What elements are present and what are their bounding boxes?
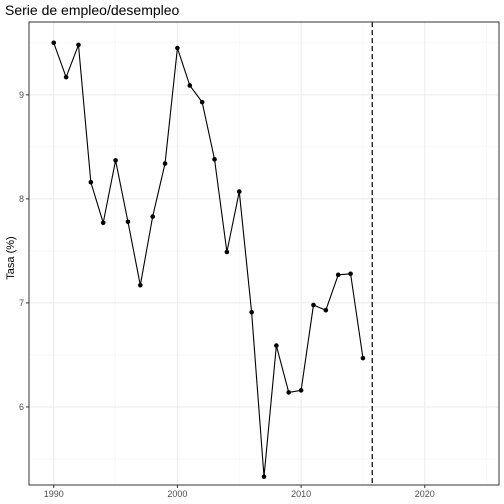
data-point bbox=[274, 343, 279, 348]
data-point bbox=[63, 74, 69, 80]
data-point bbox=[261, 474, 267, 479]
data-point bbox=[187, 83, 193, 88]
data-point bbox=[323, 307, 329, 313]
data-point bbox=[199, 99, 205, 105]
x-tick-label: 2000 bbox=[167, 489, 187, 499]
plot-panel bbox=[28, 21, 500, 486]
data-point bbox=[224, 249, 230, 255]
data-point bbox=[249, 309, 254, 315]
data-point bbox=[51, 40, 57, 46]
panel-border bbox=[28, 21, 500, 486]
data-point bbox=[175, 45, 180, 51]
x-tick-label: 2020 bbox=[415, 489, 435, 499]
y-tick-label: 9 bbox=[19, 90, 24, 100]
y-tick-label: 7 bbox=[19, 298, 24, 308]
y-tick-label: 6 bbox=[19, 402, 24, 412]
y-tick-label: 8 bbox=[19, 194, 24, 204]
series-line bbox=[53, 42, 364, 478]
data-point bbox=[311, 302, 316, 308]
data-point bbox=[100, 220, 106, 226]
panel-background bbox=[29, 22, 499, 485]
data-point bbox=[162, 161, 168, 166]
data-point bbox=[286, 390, 292, 395]
data-point bbox=[76, 42, 81, 48]
data-point bbox=[335, 272, 341, 278]
data-point bbox=[298, 388, 304, 393]
y-axis-title: Tasa (%) bbox=[5, 236, 17, 279]
data-point bbox=[138, 282, 143, 288]
x-tick-label: 2010 bbox=[291, 489, 311, 499]
data-point bbox=[113, 158, 118, 163]
data-point bbox=[348, 271, 353, 277]
data-point bbox=[125, 219, 131, 225]
x-tick-label: 1990 bbox=[44, 489, 64, 499]
data-point bbox=[212, 157, 217, 162]
data-point bbox=[236, 189, 242, 194]
data-point bbox=[150, 214, 155, 219]
data-point bbox=[360, 355, 366, 361]
data-point bbox=[88, 179, 94, 185]
chart-title: Serie de empleo/desempleo bbox=[5, 2, 180, 18]
